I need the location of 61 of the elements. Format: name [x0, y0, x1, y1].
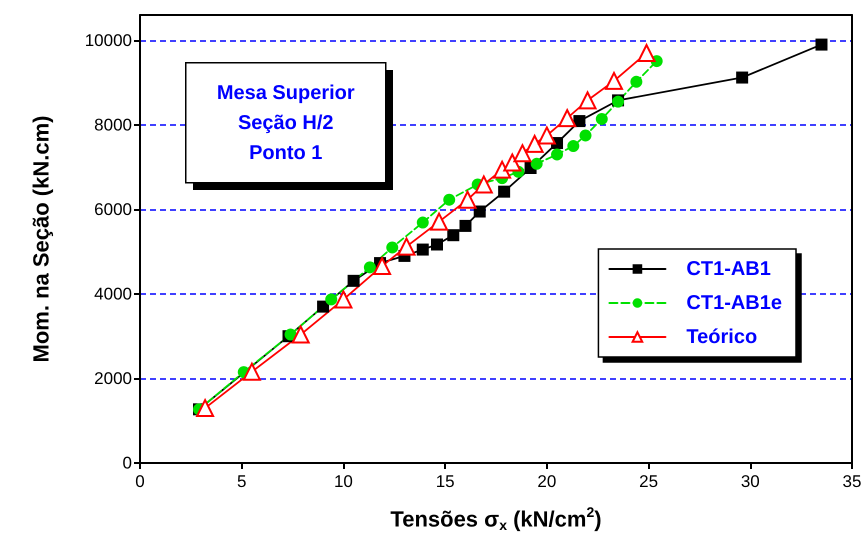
point	[386, 241, 398, 254]
point	[334, 290, 352, 308]
x-tick-label: 5	[236, 472, 246, 491]
point	[317, 300, 330, 313]
y-tick-label: 4000	[94, 284, 132, 304]
x-tick-label: 20	[537, 472, 556, 491]
point	[513, 144, 532, 162]
point	[551, 148, 564, 160]
point	[242, 362, 261, 381]
point	[397, 238, 416, 256]
point	[573, 115, 586, 128]
point	[596, 112, 608, 125]
x-tick-label: 0	[135, 472, 145, 491]
point	[538, 126, 556, 144]
point	[447, 229, 460, 242]
y-tick-label: 2000	[94, 368, 132, 388]
legend-label: CT1-AB1	[686, 258, 771, 280]
point	[373, 257, 392, 276]
point	[459, 220, 472, 232]
point	[431, 238, 444, 250]
y-tick-label: 8000	[94, 115, 132, 134]
point	[348, 274, 360, 287]
point	[530, 158, 543, 170]
point	[474, 206, 486, 218]
x-tick-label: 15	[436, 472, 455, 491]
point	[558, 109, 576, 128]
point	[580, 129, 592, 142]
y-tick-label: 10000	[84, 30, 132, 50]
point	[736, 72, 748, 84]
point	[364, 261, 376, 274]
x-tick-label: 10	[334, 472, 353, 491]
x-tick-label: 35	[842, 472, 862, 491]
point	[638, 44, 656, 62]
y-tick-label: 6000	[94, 200, 132, 219]
point	[416, 216, 429, 229]
point	[498, 186, 510, 198]
annotation: Mesa Superior	[216, 82, 355, 104]
point	[630, 76, 642, 88]
annotation: Ponto 1	[249, 142, 322, 164]
legend-label: Teórico	[686, 326, 758, 348]
point	[604, 72, 623, 90]
point	[578, 91, 597, 110]
legend-label: CT1-AB1e	[686, 292, 782, 314]
x-tick-label: 30	[740, 472, 760, 491]
point	[567, 140, 580, 152]
point	[815, 38, 828, 51]
y-tick-label: 0	[122, 454, 132, 472]
y-axis-title: Mom. na Seção (kN.cm)	[28, 116, 54, 362]
annotation: Seção H/2	[238, 112, 334, 134]
point	[325, 293, 338, 306]
point	[493, 160, 512, 179]
point	[458, 190, 477, 209]
point	[416, 244, 429, 256]
x-tick-label: 25	[639, 472, 658, 491]
point	[196, 399, 214, 418]
point	[443, 194, 456, 206]
point	[526, 134, 544, 153]
point	[430, 212, 448, 231]
point	[503, 154, 522, 172]
point	[474, 175, 493, 194]
point	[292, 326, 310, 344]
